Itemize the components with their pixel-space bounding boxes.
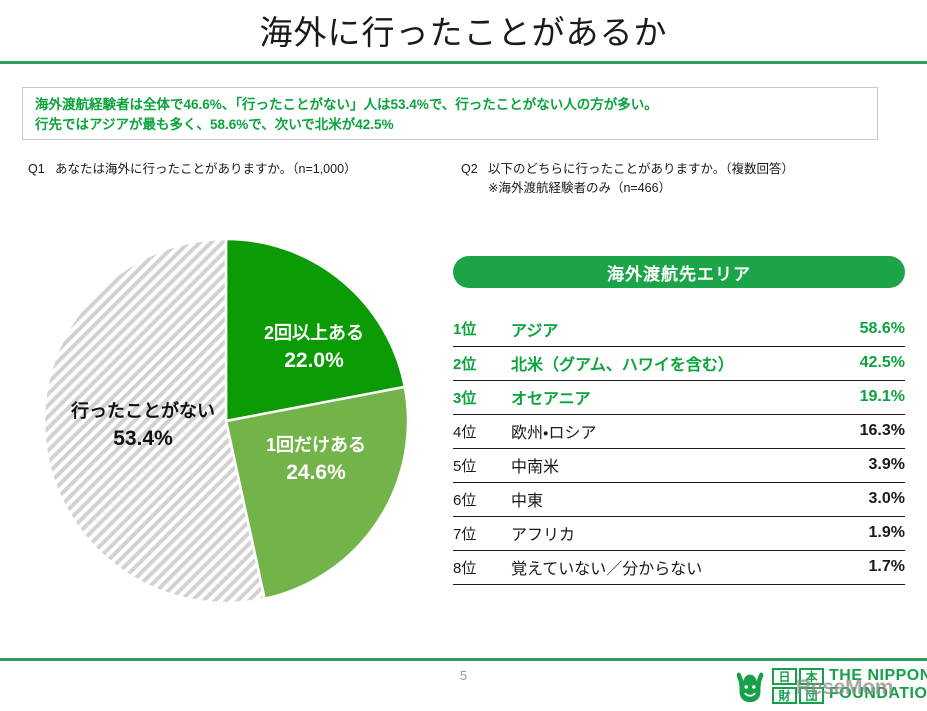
pie-slice-2 [43,238,267,604]
percentage-cell: 42.5% [813,346,905,381]
pie-chart: 2回以上ある 22.0% 1回だけある 24.6% 行ったことがない 53.4% [43,238,409,604]
rank-cell: 8位 [453,550,511,585]
logo-en-line-2: FOUNDATION [829,685,927,702]
pie-chart-svg [43,238,409,604]
pie-slice-0 [224,238,407,423]
callout-line-1: 海外渡航経験者は全体で46.6%、「行ったことがない」人は53.4%で、行ったこ… [35,97,658,112]
pie-slice-1 [224,385,409,601]
rank-cell: 6位 [453,482,511,517]
table-row: 5位 中南米 3.9% [453,448,905,483]
question-q1-text: あなたは海外に行ったことがありますか。（n=1,000） [55,162,357,176]
table-row: 1位 アジア 58.6% [453,312,905,347]
ranking-header: 海外渡航先エリア [453,256,905,288]
region-name-cell: アジア [511,312,813,347]
rank-cell: 1位 [453,312,511,347]
footer-divider [0,658,927,661]
table-row: 8位 覚えていない／分からない 1.7% [453,550,905,585]
region-name-cell: 中東 [511,482,813,517]
percentage-cell: 1.7% [813,550,905,585]
foundation-mark-icon [736,672,764,703]
percentage-cell: 1.9% [813,516,905,551]
rank-cell: 4位 [453,414,511,449]
region-name-cell: 欧州・ロシア [511,414,813,449]
region-name-cell: 中南米 [511,448,813,483]
logo-en-line-1: THE NIPPON [829,667,927,684]
question-q2-code: Q2 [461,162,478,176]
question-q1-code: Q1 [28,162,45,176]
table-row: 3位 オセアニア 19.1% [453,380,905,415]
logo-jp-char-3: 財 [772,687,797,704]
question-q2-text: 以下のどちらに行ったことがありますか。（複数回答） [488,162,795,176]
percentage-cell: 3.9% [813,448,905,483]
percentage-cell: 58.6% [813,312,905,347]
rank-cell: 7位 [453,516,511,551]
table-row: 6位 中東 3.0% [453,482,905,517]
region-name-cell: アフリカ [511,516,813,551]
page-title: 海外に行ったことがあるか [259,14,668,51]
logo-jp-char-1: 日 [772,668,797,685]
question-q2: Q2 以下のどちらに行ったことがありますか。（複数回答） ※海外渡航経験者のみ（n… [461,160,794,198]
nippon-foundation-logo: 日 本 財 団 THE NIPPON FOUNDATION [731,665,927,707]
logo-japanese-text: 日 本 財 団 [772,668,824,704]
rank-cell: 2位 [453,346,511,381]
question-q2-note: ※海外渡航経験者のみ（n=466） [488,181,672,195]
ranking-panel: 海外渡航先エリア 1位 アジア 58.6% 2位 北米（グアム、ハワイを含む） 42.5%… [453,256,905,585]
logo-jp-char-4: 団 [799,687,824,704]
table-row: 4位 欧州・ロシア 16.3% [453,414,905,449]
table-row: 2位 北米（グアム、ハワイを含む） 42.5% [453,346,905,381]
ranking-table: 1位 アジア 58.6% 2位 北米（グアム、ハワイを含む） 42.5% 3位 オセアニア 19… [453,312,905,585]
logo-jp-char-2: 本 [799,668,824,685]
question-q1: Q1 あなたは海外に行ったことがありますか。（n=1,000） [28,160,357,179]
rank-cell: 3位 [453,380,511,415]
percentage-cell: 3.0% [813,482,905,517]
percentage-cell: 19.1% [813,380,905,415]
summary-callout-box: 海外渡航経験者は全体で46.6%、「行ったことがない」人は53.4%で、行ったこ… [22,87,878,140]
watermark: ReseMom [796,676,894,699]
region-name-cell: オセアニア [511,380,813,415]
page-number: 5 [459,668,468,683]
logo-english-text: THE NIPPON FOUNDATION [829,667,927,703]
table-row: 7位 アフリカ 1.9% [453,516,905,551]
rank-cell: 5位 [453,448,511,483]
percentage-cell: 16.3% [813,414,905,449]
region-name-cell: 北米（グアム、ハワイを含む） [511,346,813,381]
title-divider [0,61,927,64]
callout-line-2: 行先ではアジアが最も多く、58.6%で、次いで北米が42.5% [35,117,394,132]
region-name-cell: 覚えていない／分からない [511,550,813,585]
